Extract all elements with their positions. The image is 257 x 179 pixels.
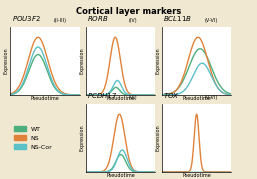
Text: (V-VI): (V-VI) — [205, 95, 218, 100]
Text: (IV): (IV) — [129, 18, 138, 23]
Text: $\it{BCL11B}$: $\it{BCL11B}$ — [163, 14, 192, 23]
Y-axis label: Expression: Expression — [80, 125, 85, 151]
Y-axis label: Expression: Expression — [155, 48, 161, 74]
Y-axis label: Expression: Expression — [80, 48, 85, 74]
X-axis label: Pseudotime: Pseudotime — [182, 173, 211, 178]
Text: (II-III): (II-III) — [53, 18, 66, 23]
Y-axis label: Expression: Expression — [4, 48, 9, 74]
Text: $\it{POU3F2}$: $\it{POU3F2}$ — [12, 14, 41, 23]
Text: Cortical layer markers: Cortical layer markers — [76, 7, 181, 16]
Text: $\it{PCDH17}$: $\it{PCDH17}$ — [87, 91, 117, 100]
Legend: WT, NS, NS-Cor: WT, NS, NS-Cor — [14, 126, 52, 150]
Text: (V-VI): (V-VI) — [205, 18, 218, 23]
X-axis label: Pseudotime: Pseudotime — [106, 96, 135, 101]
Text: (VI): (VI) — [129, 95, 138, 100]
X-axis label: Pseudotime: Pseudotime — [106, 173, 135, 178]
Text: $\it{TOX}$: $\it{TOX}$ — [163, 91, 180, 100]
X-axis label: Pseudotime: Pseudotime — [31, 96, 59, 101]
Text: $\it{RORB}$: $\it{RORB}$ — [87, 14, 109, 23]
Y-axis label: Expression: Expression — [155, 125, 161, 151]
X-axis label: Pseudotime: Pseudotime — [182, 96, 211, 101]
